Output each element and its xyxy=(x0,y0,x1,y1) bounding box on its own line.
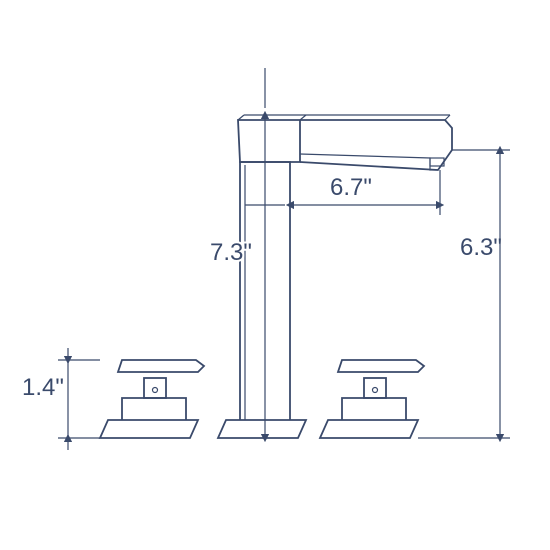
left-handle xyxy=(100,360,204,438)
right-handle xyxy=(320,360,424,438)
dim-overall-height: 7.3" xyxy=(210,68,285,438)
spout-arm xyxy=(300,115,452,170)
dim-handle-height-label: 1.4" xyxy=(22,374,64,401)
dim-overall-height-label: 7.3" xyxy=(210,239,252,266)
dim-spout-reach: 6.7" xyxy=(290,170,440,215)
dim-spout-height-label: 6.3" xyxy=(460,234,502,261)
dimension-drawing: 1.4" 7.3" 6.7" 6.3" xyxy=(0,0,550,550)
spout-column xyxy=(218,115,306,438)
dim-handle-height: 1.4" xyxy=(22,348,100,450)
dim-spout-reach-label: 6.7" xyxy=(330,174,372,201)
dim-spout-height: 6.3" xyxy=(418,150,510,438)
